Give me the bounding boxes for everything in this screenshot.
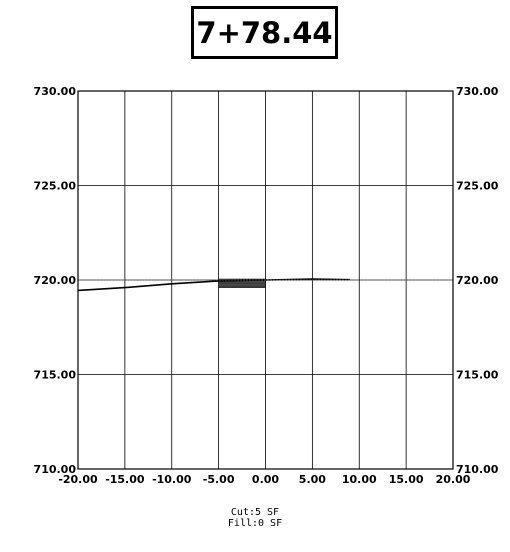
x-tick-label: 15.00	[389, 473, 424, 486]
station-label: 7+78.44	[191, 6, 338, 59]
plot-frame	[77, 90, 454, 470]
x-tick-labels: -20.00 -15.00 -10.00 -5.00 0.00 5.00 10.00 15.0…	[58, 473, 470, 486]
y-tick-labels-left: 730.00 725.00 720.00 715.00 710.00	[34, 85, 77, 476]
x-tick-label: -5.00	[203, 473, 235, 486]
fill-volume: Fill:0 SF	[227, 518, 283, 529]
y-tick-label-left: 710.00	[34, 463, 77, 476]
x-tick-label: 5.00	[299, 473, 326, 486]
x-tick-label: -20.00	[58, 473, 98, 486]
y-tick-label-left: 720.00	[34, 274, 77, 287]
y-tick-label-right: 720.00	[456, 274, 499, 287]
y-tick-label-right: 725.00	[456, 180, 499, 193]
y-tick-label-left: 715.00	[34, 369, 77, 382]
y-tick-label-right: 730.00	[456, 85, 499, 98]
y-tick-label-left: 725.00	[34, 180, 77, 193]
y-tick-label-right: 715.00	[456, 369, 499, 382]
x-tick-label: -10.00	[152, 473, 192, 486]
y-tick-label-right: 710.00	[456, 463, 499, 476]
x-tick-label: 20.00	[436, 473, 471, 486]
cut-volume: Cut:5 SF	[230, 507, 280, 518]
series-lines	[77, 278, 453, 292]
x-tick-label: 10.00	[342, 473, 377, 486]
y-tick-labels-right: 730.00 725.00 720.00 715.00 710.00	[456, 85, 499, 476]
x-tick-label: -15.00	[105, 473, 145, 486]
x-tick-label: 0.00	[252, 473, 279, 486]
ground-line	[77, 278, 350, 292]
y-tick-label-left: 730.00	[34, 85, 77, 98]
